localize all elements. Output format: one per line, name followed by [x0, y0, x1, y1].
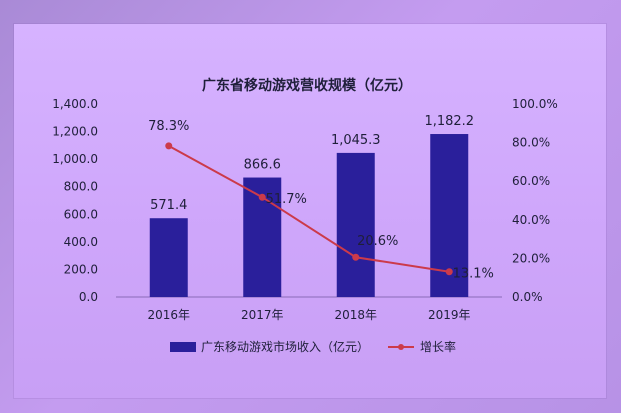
x-axis-tick-label: 2016年	[147, 308, 190, 322]
left-axis-tick-label: 400.0	[64, 235, 98, 249]
left-axis-tick-label: 0.0	[79, 290, 98, 304]
right-axis-ticks: 0.0% 20.0% 40.0% 60.0% 80.0% 100.0%	[512, 97, 558, 304]
bar-series	[149, 134, 469, 297]
left-axis-tick-label: 1,200.0	[52, 125, 98, 139]
growth-rate-point	[352, 253, 360, 261]
left-axis-tick-label: 200.0	[64, 262, 98, 276]
right-axis-tick-label: 80.0%	[512, 136, 550, 150]
paper-sheet	[14, 24, 606, 398]
x-axis-tick-label: 2019年	[428, 308, 471, 322]
growth-rate-label: 13.1%	[453, 267, 494, 282]
right-axis-tick-label: 100.0%	[512, 97, 558, 111]
bar-value-label: 1,045.3	[331, 133, 381, 148]
growth-rate-label: 51.7%	[266, 192, 307, 207]
left-axis-tick-label: 600.0	[64, 207, 98, 221]
bar-value-label: 571.4	[150, 198, 187, 213]
legend-line-marker	[398, 344, 404, 350]
line-series	[165, 142, 453, 276]
legend-bar-label: 广东移动游戏市场收入（亿元）	[201, 339, 369, 354]
legend-bar-swatch	[170, 342, 196, 352]
left-axis-tick-label: 1,000.0	[52, 152, 98, 166]
line-data-labels: 78.3% 51.7% 20.6% 13.1%	[148, 119, 494, 282]
growth-rate-label: 78.3%	[148, 119, 189, 134]
right-axis-tick-label: 60.0%	[512, 174, 550, 188]
growth-rate-point	[445, 268, 453, 276]
growth-rate-label: 20.6%	[357, 234, 398, 249]
left-axis-ticks: 0.0 200.0 400.0 600.0 800.0 1,000.0 1,200.0 1,4…	[52, 97, 98, 304]
bar-data-labels: 571.4 866.6 1,045.3 1,182.2	[150, 114, 474, 213]
right-axis-tick-label: 0.0%	[512, 290, 543, 304]
legend-line-label: 增长率	[420, 339, 456, 354]
bar	[149, 218, 188, 297]
bar-value-label: 1,182.2	[424, 114, 474, 129]
left-axis-tick-label: 1,400.0	[52, 97, 98, 111]
right-axis-tick-label: 20.0%	[512, 251, 550, 265]
bar-value-label: 866.6	[244, 158, 281, 173]
chart-title: 广东省移动游戏营收规模（亿元）	[202, 77, 412, 94]
left-axis-tick-label: 800.0	[64, 180, 98, 194]
growth-rate-point	[258, 193, 266, 201]
x-axis-ticks: 2016年 2017年 2018年 2019年	[147, 308, 470, 322]
growth-rate-line	[168, 145, 450, 273]
x-axis-tick-label: 2018年	[334, 308, 377, 322]
right-axis-tick-label: 40.0%	[512, 213, 550, 227]
x-axis-tick-label: 2017年	[241, 308, 284, 322]
legend: 广东移动游戏市场收入（亿元） 增长率	[170, 339, 456, 354]
growth-rate-point	[165, 142, 173, 150]
bar	[336, 152, 375, 297]
